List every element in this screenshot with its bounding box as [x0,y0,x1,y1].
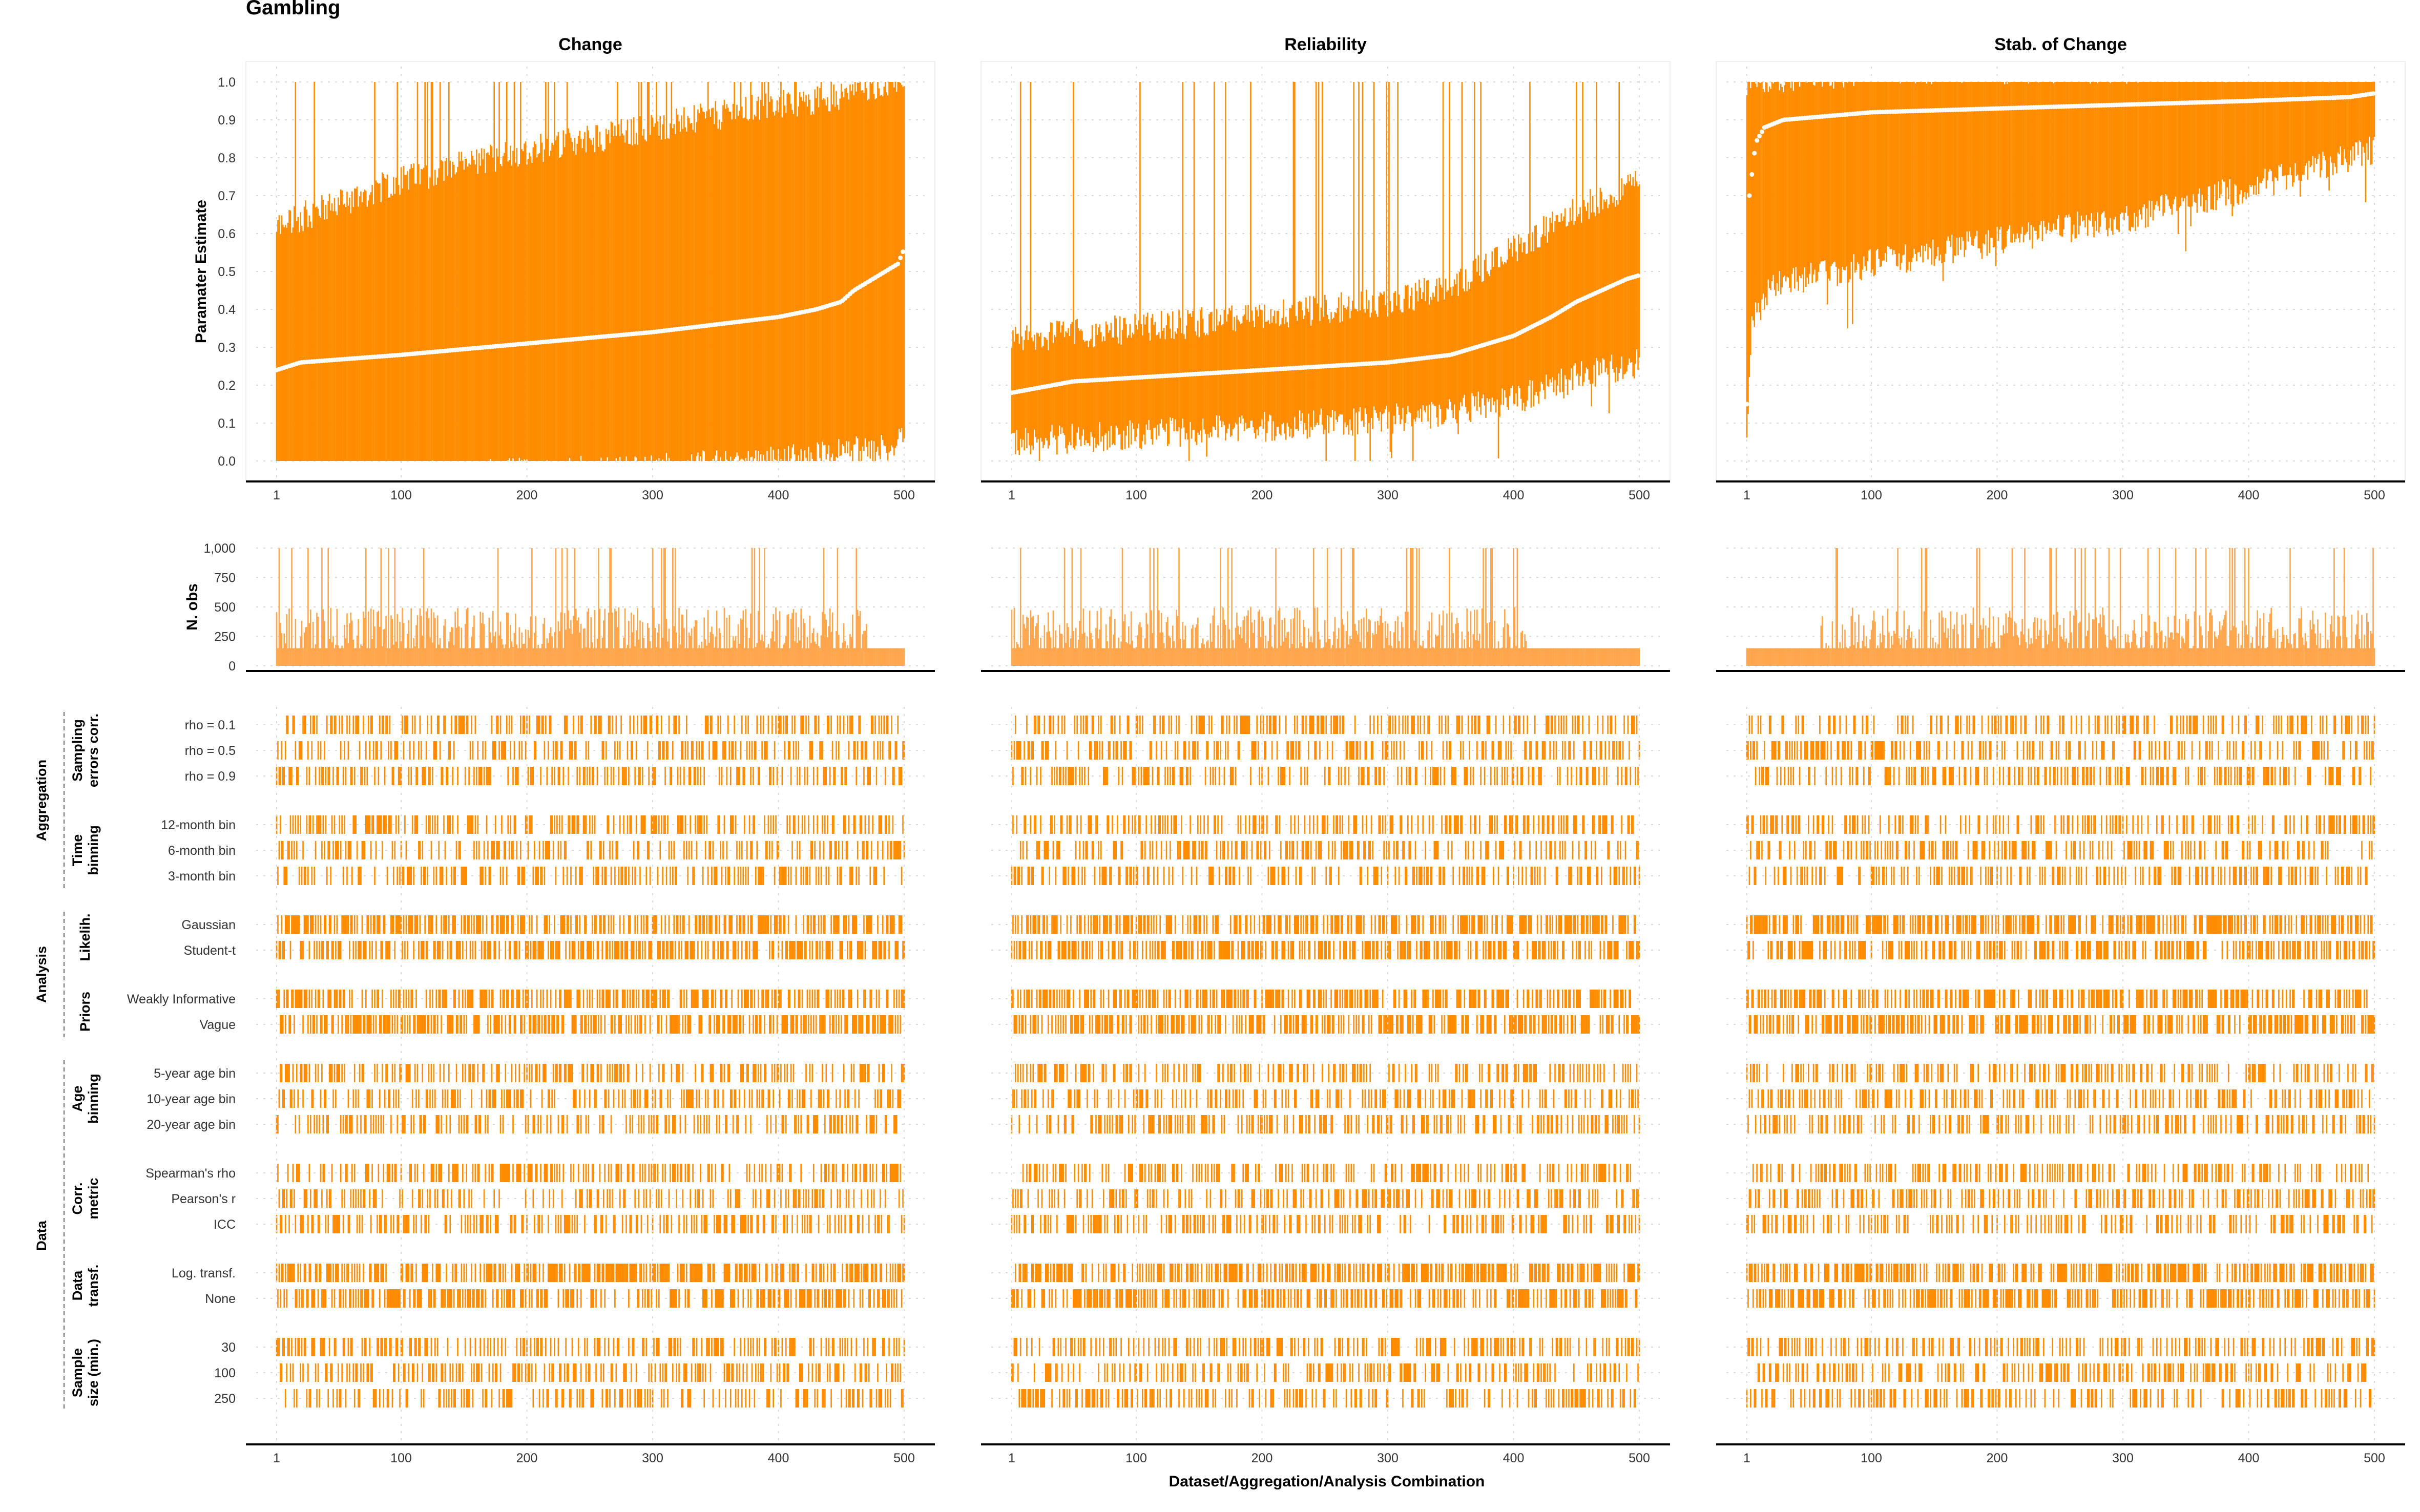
panel-title: Change [558,35,622,54]
x-tick-label: 300 [642,488,663,502]
x-tick-label: 400 [768,488,789,502]
nobs-bars [276,548,905,666]
y-tick-label: 0.2 [218,379,236,393]
plot-root: Change 0.0 0.1 0.2 0.3 0.4 0.5 0.6 0.7 0.8 0.9 1.0 1… [34,35,2406,1465]
panel-change: Change 0.0 0.1 0.2 0.3 0.4 0.5 0.6 0.7 0.8 0.9 1.0 1… [203,35,935,1465]
y-tick-label: 1.0 [218,75,236,90]
y-tick-label: 250 [214,630,236,644]
spec-rows [256,707,925,1444]
y-tick-label: 0 [228,659,236,674]
y-tick-label: 0.8 [218,151,236,165]
x-tick-label: 500 [893,488,915,502]
y-tick-label: 0.1 [218,416,236,431]
y-tick-label: 750 [214,571,236,585]
ci-bars [276,82,905,461]
y-tick-label: 0.6 [218,227,236,241]
x-tick-label: 100 [390,488,412,502]
median-points [274,249,906,372]
y-tick-label: 500 [214,600,236,615]
median-point [895,261,901,266]
x-tick-label: 200 [516,488,538,502]
y-tick-label: 0.9 [218,113,236,128]
y-tick-label: 1,000 [203,541,236,556]
y-tick-label: 0.0 [218,454,236,469]
figure-title: Gambling [246,0,340,19]
y-tick-label: 0.3 [218,341,236,355]
y-tick-label: 0.7 [218,189,236,203]
y-tick-label: 0.4 [218,303,236,317]
x-tick-label: 1 [273,488,280,502]
median-point [901,249,906,255]
y-tick-label: 0.5 [218,265,236,279]
median-point [898,255,903,260]
